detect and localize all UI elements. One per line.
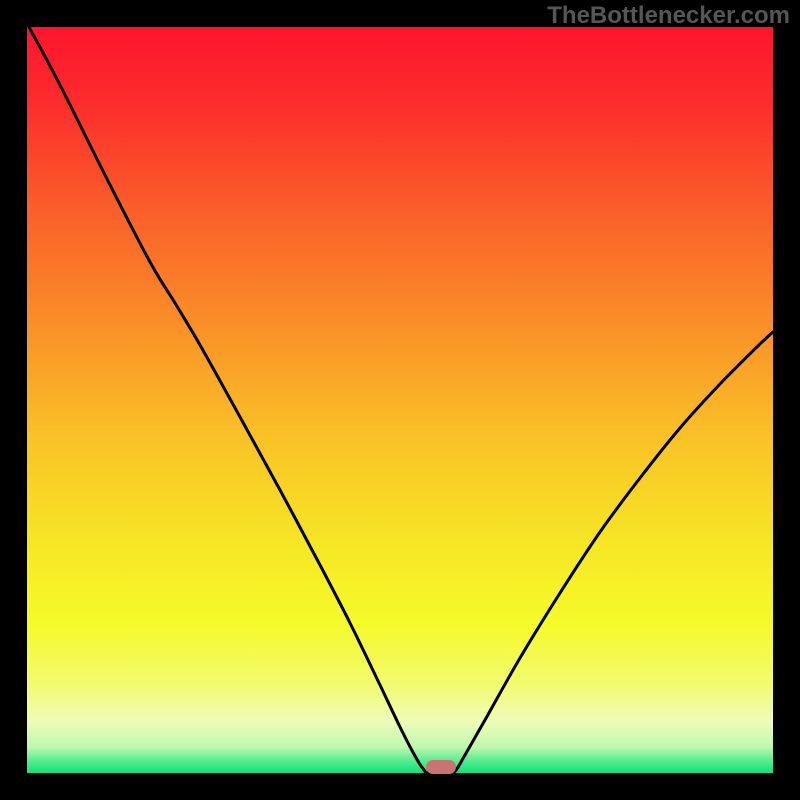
chart-container: TheBottlenecker.com bbox=[0, 0, 800, 800]
bottleneck-curve bbox=[29, 27, 773, 773]
attribution-label: TheBottlenecker.com bbox=[547, 2, 790, 30]
bottleneck-curve-layer bbox=[0, 0, 800, 800]
optimum-marker bbox=[426, 760, 456, 774]
